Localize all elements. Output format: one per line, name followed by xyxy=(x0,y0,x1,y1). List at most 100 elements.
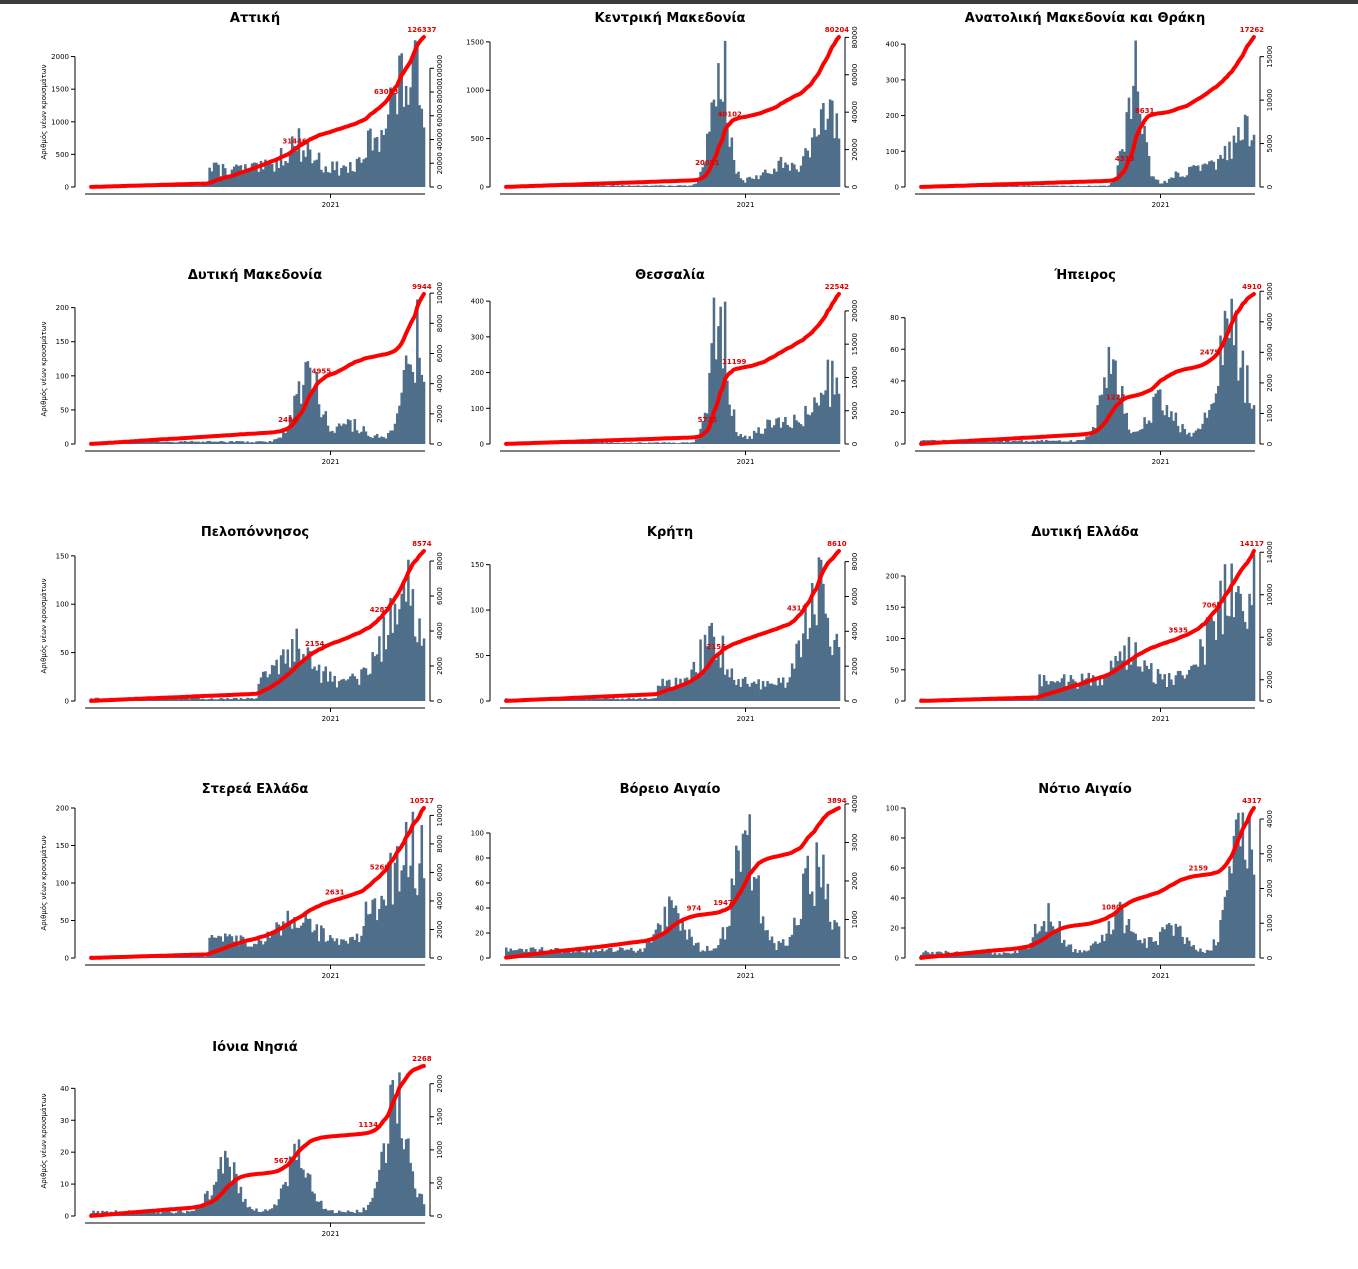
bar xyxy=(802,633,805,701)
bar xyxy=(639,185,642,187)
bar xyxy=(1089,945,1093,958)
bar xyxy=(1192,165,1195,187)
bar xyxy=(275,1205,278,1216)
bar xyxy=(1094,185,1097,187)
bar xyxy=(1250,408,1254,444)
bar xyxy=(1212,161,1216,187)
bar xyxy=(1031,440,1035,444)
bar xyxy=(692,184,696,187)
bar xyxy=(168,699,171,701)
bar xyxy=(786,682,789,701)
bar xyxy=(308,149,312,187)
bar xyxy=(266,931,269,958)
bar xyxy=(369,128,372,187)
y-tick-label: 150 xyxy=(56,842,69,850)
bar xyxy=(578,185,582,187)
bar xyxy=(1158,183,1162,187)
bar xyxy=(1134,933,1137,958)
bar xyxy=(1038,931,1041,958)
bar xyxy=(1040,185,1044,187)
bar xyxy=(605,949,609,958)
chart-panel: Στερεά Ελλάδα Αριθμός νέων κρουσμάτων 0 50 1… xyxy=(0,771,455,1011)
bar xyxy=(1185,175,1189,187)
bar xyxy=(1243,621,1247,701)
bar xyxy=(808,894,812,958)
bar xyxy=(1085,678,1088,701)
bar xyxy=(1145,142,1149,187)
cumulative-label: 80204 xyxy=(825,26,849,34)
bar xyxy=(1252,874,1256,958)
bar xyxy=(1118,151,1122,187)
bar xyxy=(580,442,584,444)
bar xyxy=(650,698,653,701)
bar xyxy=(382,1143,386,1216)
bar xyxy=(1145,665,1149,701)
bar xyxy=(161,1211,164,1216)
bar xyxy=(1132,85,1135,187)
bar xyxy=(322,414,325,444)
bar xyxy=(1000,440,1003,444)
bar xyxy=(1154,393,1158,444)
bar xyxy=(404,821,408,958)
bar xyxy=(1183,428,1187,444)
bar xyxy=(656,442,660,444)
bar xyxy=(333,432,336,444)
bar xyxy=(735,432,738,444)
cumulative-line xyxy=(504,35,841,189)
bar xyxy=(194,441,198,444)
bar xyxy=(219,697,223,701)
bar xyxy=(639,698,642,701)
bar xyxy=(1060,185,1064,187)
bar xyxy=(761,433,765,444)
y2-tick-label: 1000 xyxy=(436,1141,444,1159)
bar xyxy=(1085,951,1088,958)
bar xyxy=(232,442,236,444)
bar xyxy=(732,679,736,701)
bar xyxy=(989,952,992,958)
bar xyxy=(248,168,252,187)
bar xyxy=(358,157,361,187)
bar xyxy=(690,936,693,958)
y-tick-label: 500 xyxy=(56,151,69,159)
bar xyxy=(413,1188,417,1216)
bar xyxy=(201,698,205,701)
bar xyxy=(802,873,805,958)
bar xyxy=(685,186,689,187)
bar xyxy=(313,1193,316,1216)
bar xyxy=(598,185,602,187)
bar xyxy=(688,442,691,444)
chart-panel: Θεσσαλία 0 100 200 300 400 0 5000 10000 15000 2000… xyxy=(415,257,870,497)
bar xyxy=(219,1156,223,1216)
bar xyxy=(1246,365,1249,444)
bar xyxy=(1067,681,1070,701)
bar xyxy=(407,559,410,701)
bar xyxy=(226,174,229,187)
y-tick-label: 1000 xyxy=(466,87,484,95)
bar xyxy=(219,176,223,187)
cumulative-line xyxy=(919,292,1256,446)
bar xyxy=(409,605,412,701)
bar xyxy=(402,370,406,444)
bar xyxy=(261,1211,265,1216)
bar xyxy=(355,933,359,958)
bar xyxy=(688,684,691,701)
bar xyxy=(565,951,568,958)
bar xyxy=(1170,679,1173,701)
y2-tick-label: 8000 xyxy=(436,314,444,332)
bar xyxy=(362,159,365,187)
bar xyxy=(732,159,736,187)
bar xyxy=(786,164,789,187)
bar xyxy=(1225,318,1229,444)
cumulative-label: 31446 xyxy=(282,137,306,145)
bar xyxy=(286,910,290,958)
bar xyxy=(373,898,377,958)
bar xyxy=(237,441,240,444)
bar xyxy=(775,685,778,701)
bar xyxy=(924,950,927,958)
bar xyxy=(1076,688,1079,701)
bar xyxy=(1161,927,1164,958)
bar xyxy=(317,152,321,187)
bar xyxy=(170,1212,173,1216)
x-tick-label: 2021 xyxy=(737,458,755,466)
bar xyxy=(1248,403,1251,444)
